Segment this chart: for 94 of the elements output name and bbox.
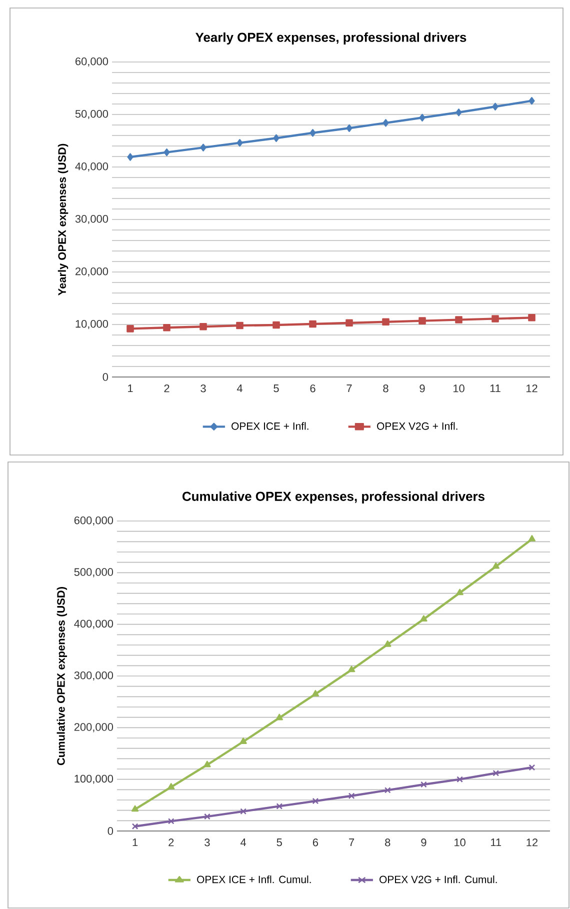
point — [492, 315, 499, 322]
chart-title: Yearly OPEX expenses, professional drivers — [196, 32, 466, 44]
x-tick-label: 4 — [240, 838, 246, 846]
x-tick-label: 8 — [383, 384, 388, 392]
x-tick-label: 4 — [236, 384, 242, 392]
point — [528, 764, 536, 771]
y-tick-label: 400,000 — [74, 620, 114, 629]
point — [236, 139, 243, 147]
y-tick-label: 60,000 — [76, 57, 108, 67]
x-tick-label: 6 — [310, 384, 316, 392]
point — [382, 318, 390, 326]
legend-label: OPEX ICE + Infl. Cumul. — [197, 875, 311, 884]
point — [168, 818, 174, 824]
point — [126, 325, 134, 332]
x-tick-label: 11 — [490, 384, 500, 392]
y-tick-label: 600,000 — [74, 516, 114, 526]
y-tick-label: 300,000 — [74, 671, 114, 681]
point — [384, 640, 392, 647]
x-tick-label: 10 — [454, 838, 466, 846]
point — [204, 813, 210, 820]
point — [164, 148, 170, 156]
point — [382, 119, 389, 127]
point — [132, 823, 138, 830]
point — [276, 803, 283, 810]
y-tick-label: 200,000 — [74, 723, 114, 732]
point — [200, 322, 207, 330]
point — [348, 792, 355, 800]
point — [204, 760, 211, 768]
y-tick-label: 20,000 — [76, 267, 108, 277]
point — [528, 97, 535, 105]
point — [492, 770, 500, 776]
y-tick-label: 30,000 — [75, 214, 108, 224]
point — [312, 798, 319, 804]
legend-label: OPEX V2G + Infl. Cumul. — [380, 875, 497, 884]
x-tick-label: 2 — [168, 838, 174, 846]
point — [492, 102, 498, 110]
point — [168, 783, 175, 790]
point — [240, 738, 247, 744]
x-tick-label: 3 — [204, 838, 210, 846]
point — [273, 134, 280, 142]
point — [346, 319, 353, 327]
point — [236, 322, 244, 330]
y-axis-title: Cumulative OPEX expenses (USD) — [56, 587, 68, 766]
x-tick-label: 7 — [346, 384, 352, 392]
x-tick-label: 8 — [385, 838, 390, 846]
point — [418, 317, 426, 324]
x-tick-label: 7 — [349, 838, 354, 846]
x-tick-label: 3 — [200, 384, 206, 392]
y-tick-label: 10,000 — [76, 320, 108, 330]
y-tick-label: 40,000 — [75, 162, 108, 172]
point — [309, 320, 316, 328]
x-tick-label: 1 — [132, 838, 138, 846]
legend-label: OPEX V2G + Infl. — [377, 422, 458, 430]
x-tick-label: 12 — [526, 838, 538, 846]
point — [276, 714, 283, 720]
point — [419, 114, 426, 122]
point — [240, 808, 246, 815]
point — [163, 324, 170, 332]
x-tick-label: 6 — [312, 838, 318, 846]
point — [384, 787, 391, 794]
point — [456, 108, 462, 116]
chart-title: Cumulative OPEX expenses, professional drivers — [182, 491, 484, 504]
x-tick-label: 10 — [453, 384, 464, 392]
x-tick-label: 2 — [164, 384, 170, 392]
legend-label: OPEX ICE + Infl. — [232, 422, 308, 430]
point — [312, 690, 320, 696]
point — [348, 666, 356, 672]
point — [346, 124, 352, 132]
point — [310, 129, 316, 137]
point — [528, 535, 536, 542]
y-tick-label: 0 — [108, 827, 114, 835]
y-tick-label: 500,000 — [74, 568, 114, 578]
x-tick-label: 12 — [526, 384, 538, 392]
y-tick-label: 0 — [102, 373, 108, 381]
point — [456, 776, 463, 783]
point — [127, 153, 134, 161]
point — [420, 781, 427, 788]
y-tick-label: 100,000 — [74, 774, 114, 784]
x-tick-label: 9 — [421, 838, 426, 846]
x-tick-label: 5 — [274, 384, 279, 392]
y-axis-title: Yearly OPEX expenses (USD) — [58, 144, 68, 296]
point — [492, 562, 500, 569]
point — [528, 314, 536, 322]
point — [131, 805, 139, 812]
y-tick-label: 50,000 — [75, 110, 108, 120]
point — [272, 321, 280, 329]
point — [200, 144, 206, 152]
x-tick-label: 5 — [276, 838, 282, 846]
x-tick-label: 11 — [491, 838, 502, 846]
point — [456, 588, 464, 596]
x-tick-label: 1 — [128, 384, 133, 392]
point — [420, 615, 428, 622]
x-tick-label: 9 — [420, 384, 425, 392]
point — [455, 316, 462, 324]
